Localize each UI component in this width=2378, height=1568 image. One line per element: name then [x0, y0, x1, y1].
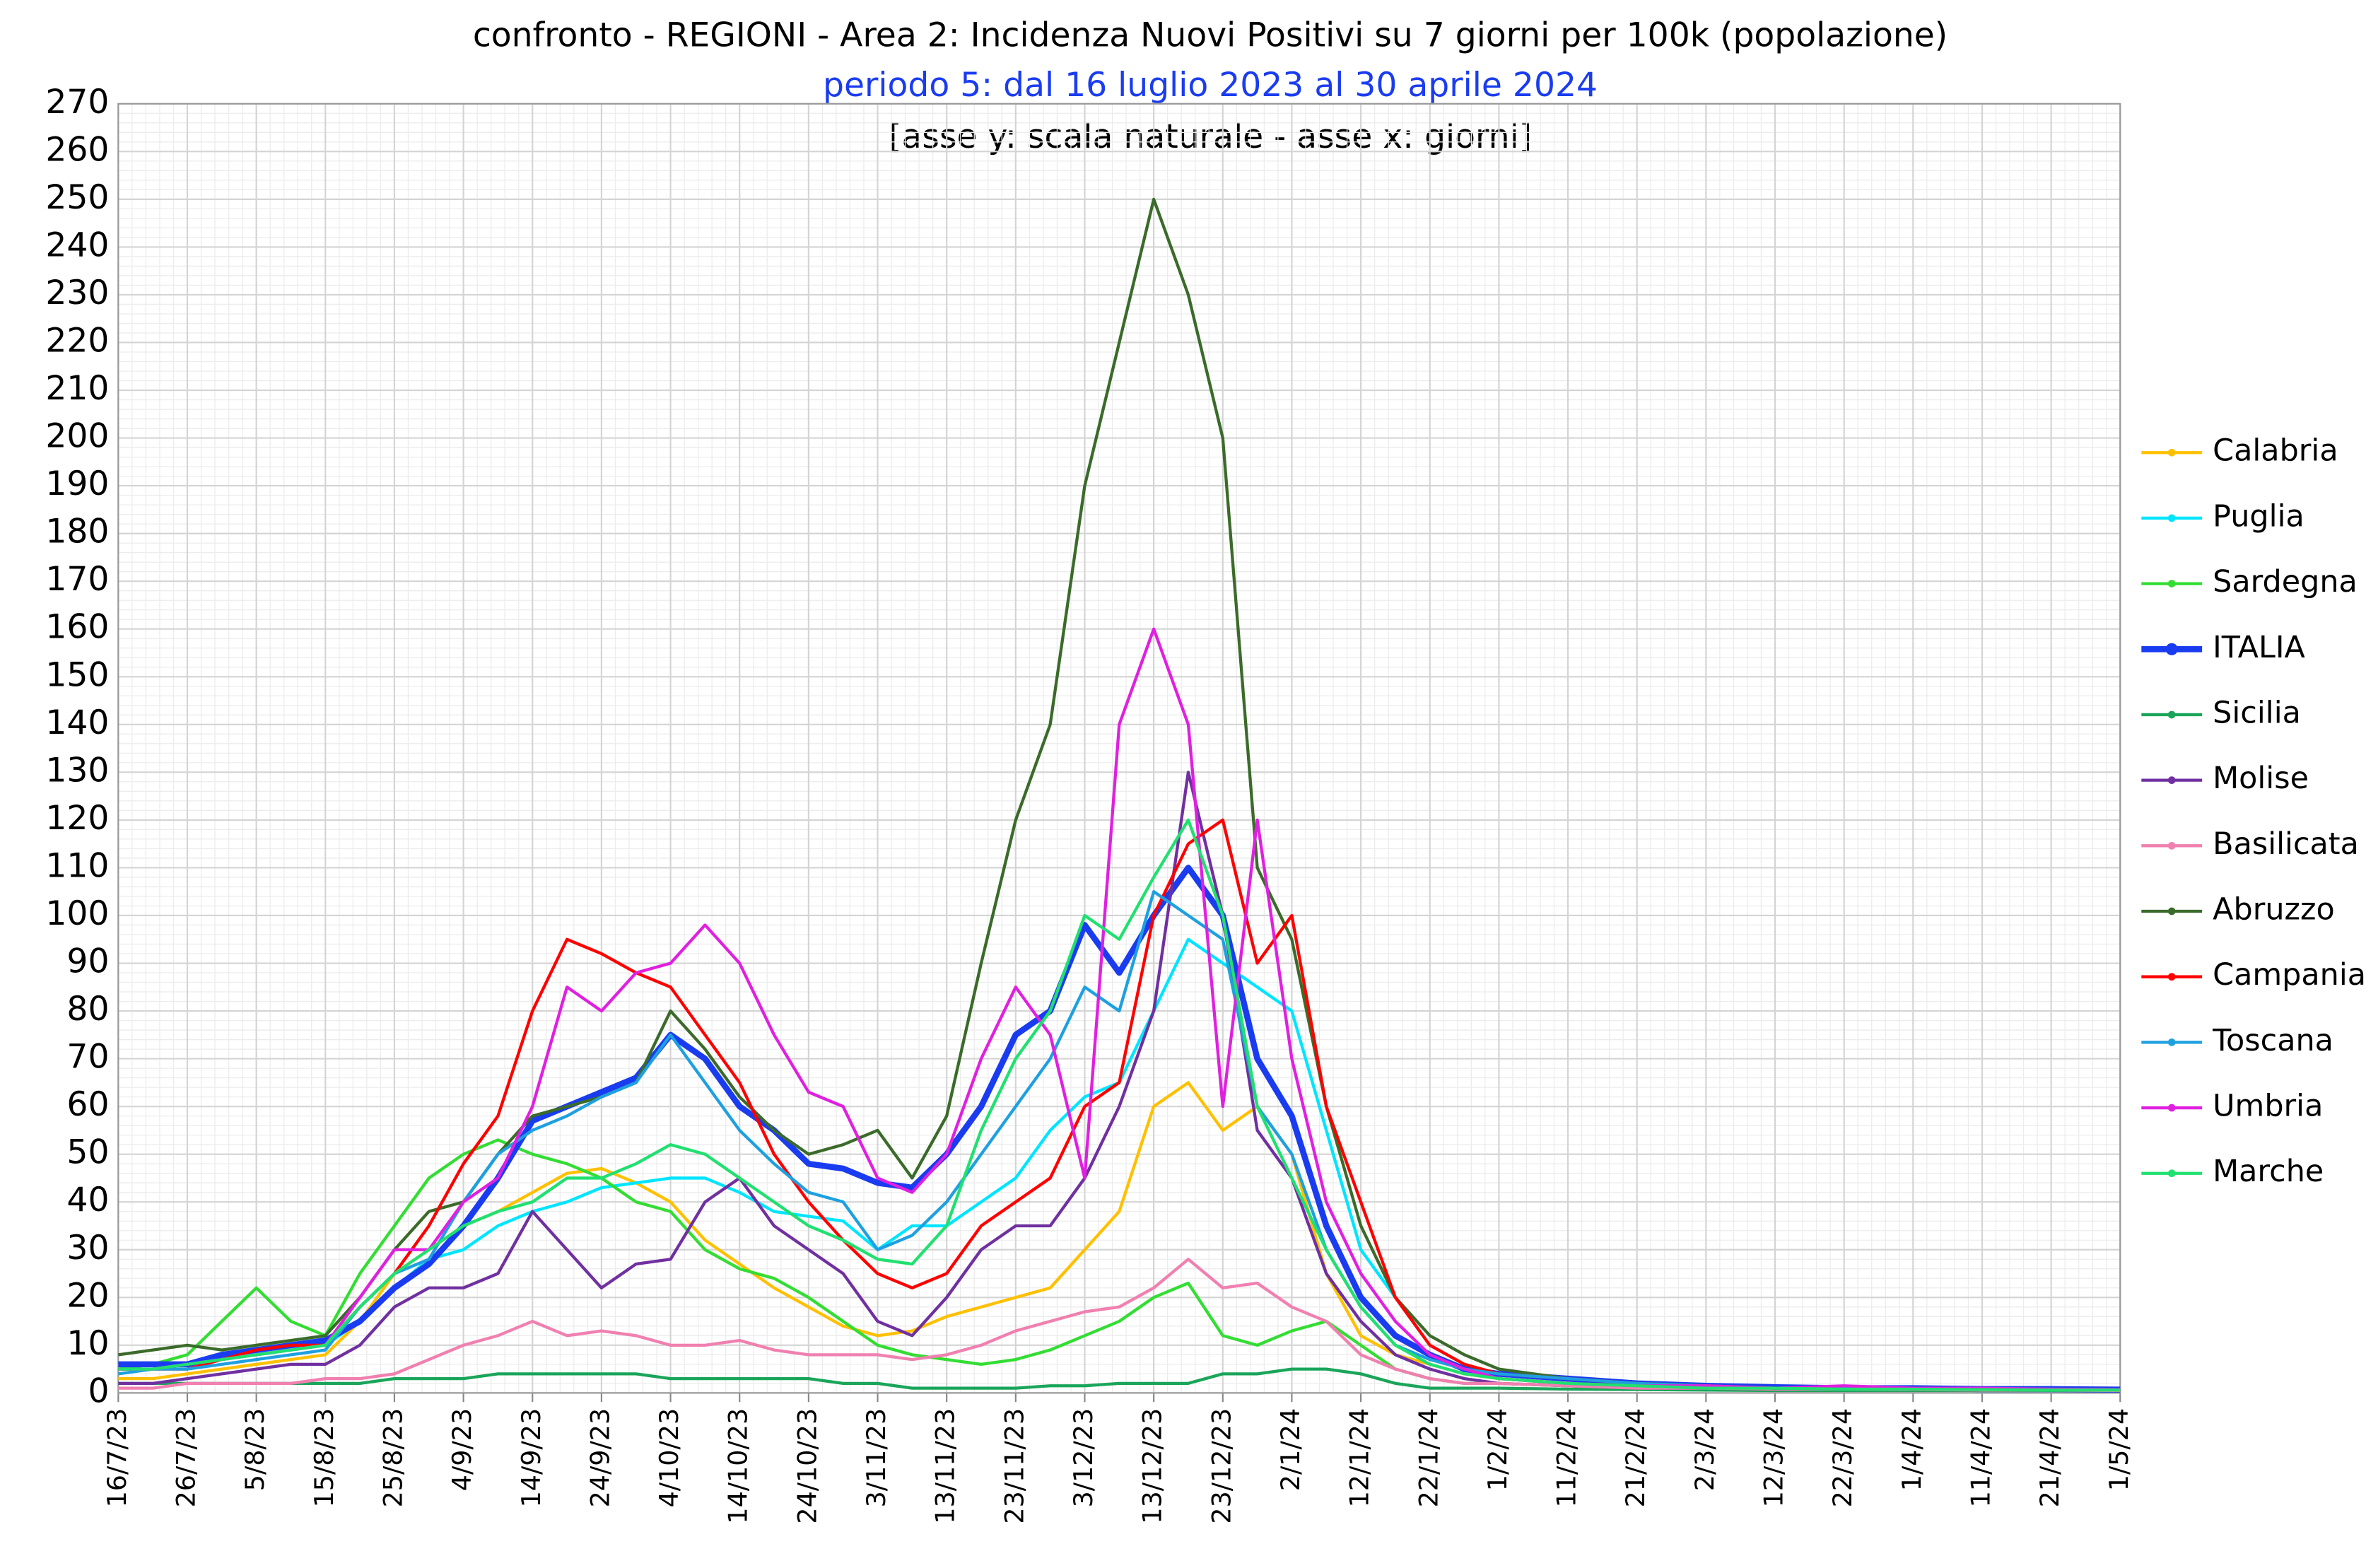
legend-marker [2167, 710, 2176, 719]
x-tick-label: 12/1/24 [1345, 1408, 1375, 1508]
axis-note: [asse y: scala naturale - asse x: giorni… [889, 117, 1532, 156]
x-tick-label: 4/10/23 [654, 1408, 684, 1508]
legend-label: Abruzzo [2213, 891, 2335, 927]
x-tick-label: 26/7/23 [170, 1408, 201, 1508]
legend-marker [2167, 973, 2176, 981]
y-tick-label: 260 [45, 130, 109, 169]
legend-marker [2167, 1038, 2176, 1046]
legend-marker [2167, 776, 2176, 784]
x-tick-label: 13/12/23 [1137, 1408, 1168, 1524]
y-tick-label: 60 [66, 1085, 109, 1124]
y-tick-label: 130 [45, 751, 109, 790]
x-tick-label: 14/10/23 [723, 1408, 754, 1524]
x-tick-label: 5/8/23 [240, 1408, 270, 1491]
y-tick-label: 210 [45, 369, 109, 408]
x-tick-label: 1/5/24 [2104, 1408, 2134, 1491]
x-tick-label: 24/9/23 [585, 1408, 615, 1508]
y-tick-label: 20 [66, 1276, 109, 1315]
x-tick-label: 14/9/23 [516, 1408, 546, 1508]
chart-subtitle: periodo 5: dal 16 luglio 2023 al 30 apri… [823, 66, 1598, 105]
chart-title: confronto - REGIONI - Area 2: Incidenza … [473, 16, 1948, 54]
x-tick-label: 4/9/23 [447, 1408, 477, 1491]
y-tick-label: 200 [45, 417, 109, 456]
y-tick-label: 120 [45, 799, 109, 838]
y-tick-label: 270 [45, 83, 109, 122]
y-tick-label: 250 [45, 178, 109, 217]
x-tick-label: 22/1/24 [1413, 1408, 1443, 1508]
legend-marker [2167, 514, 2176, 522]
x-tick-label: 2/3/24 [1689, 1408, 1720, 1491]
x-tick-label: 22/3/24 [1827, 1408, 1858, 1508]
y-tick-label: 140 [45, 703, 109, 742]
y-tick-label: 70 [66, 1038, 109, 1077]
y-tick-label: 40 [66, 1181, 109, 1219]
x-tick-label: 21/2/24 [1620, 1408, 1651, 1508]
legend-label: Sicilia [2213, 695, 2301, 730]
x-tick-label: 16/7/23 [102, 1408, 132, 1508]
x-tick-label: 11/2/24 [1552, 1408, 1582, 1508]
y-tick-label: 90 [66, 942, 109, 981]
y-tick-label: 80 [66, 990, 109, 1029]
x-tick-label: 24/10/23 [792, 1408, 822, 1524]
y-tick-label: 110 [45, 846, 109, 885]
legend-marker [2167, 448, 2176, 457]
legend-marker [2167, 1169, 2176, 1178]
x-tick-label: 3/11/23 [861, 1408, 891, 1508]
legend-label: Marche [2213, 1154, 2324, 1189]
y-tick-label: 0 [88, 1371, 109, 1410]
y-tick-label: 160 [45, 608, 109, 647]
legend-label: Calabria [2213, 433, 2338, 469]
x-tick-label: 23/11/23 [999, 1408, 1029, 1524]
y-tick-label: 170 [45, 560, 109, 599]
y-tick-label: 50 [66, 1133, 109, 1172]
legend-marker [2167, 907, 2176, 915]
y-tick-label: 100 [45, 894, 109, 933]
plot-frame [117, 103, 2121, 1394]
x-tick-label: 2/1/24 [1275, 1408, 1306, 1491]
x-tick-label: 12/3/24 [1759, 1408, 1789, 1508]
legend-marker [2167, 580, 2176, 587]
legend-marker [2165, 643, 2178, 655]
legend-label: Puglia [2213, 498, 2304, 534]
legend-label: Umbria [2213, 1089, 2323, 1124]
legend: Calabria Puglia Sardegna ITALIA Sicilia Molis… [2141, 433, 2366, 1189]
legend-label: Campania [2213, 957, 2366, 993]
x-tick-label: 11/4/24 [1965, 1408, 1996, 1508]
legend-label: ITALIA [2213, 630, 2305, 665]
legend-label: Basilicata [2213, 826, 2359, 862]
series-line [118, 1367, 2121, 1393]
y-tick-label: 150 [45, 655, 109, 694]
y-tick-label: 220 [45, 321, 109, 360]
y-tick-label: 180 [45, 513, 109, 551]
legend-marker [2167, 1104, 2176, 1112]
y-tick-label: 30 [66, 1229, 109, 1268]
y-tick-label: 190 [45, 464, 109, 503]
x-tick-label: 21/4/24 [2034, 1408, 2065, 1508]
y-tick-label: 10 [66, 1324, 109, 1363]
x-tick-label: 1/4/24 [1897, 1408, 1927, 1491]
legend-label: Molise [2213, 761, 2309, 796]
legend-label: Toscana [2212, 1023, 2333, 1058]
legend-label: Sardegna [2213, 564, 2358, 599]
series-line [118, 1258, 2121, 1393]
series-line [118, 818, 2121, 1392]
y-tick-label: 240 [45, 226, 109, 264]
legend-marker [2167, 841, 2176, 850]
y-tick-label: 230 [45, 274, 109, 312]
lines [118, 197, 2121, 1393]
x-tick-label: 23/12/23 [1206, 1408, 1236, 1524]
x-tick-label: 3/12/23 [1068, 1408, 1099, 1508]
x-tick-label: 25/8/23 [377, 1408, 408, 1508]
x-tick-label: 13/11/23 [930, 1408, 961, 1524]
x-tick-label: 15/8/23 [309, 1408, 339, 1508]
x-tick-label: 1/2/24 [1482, 1408, 1513, 1491]
